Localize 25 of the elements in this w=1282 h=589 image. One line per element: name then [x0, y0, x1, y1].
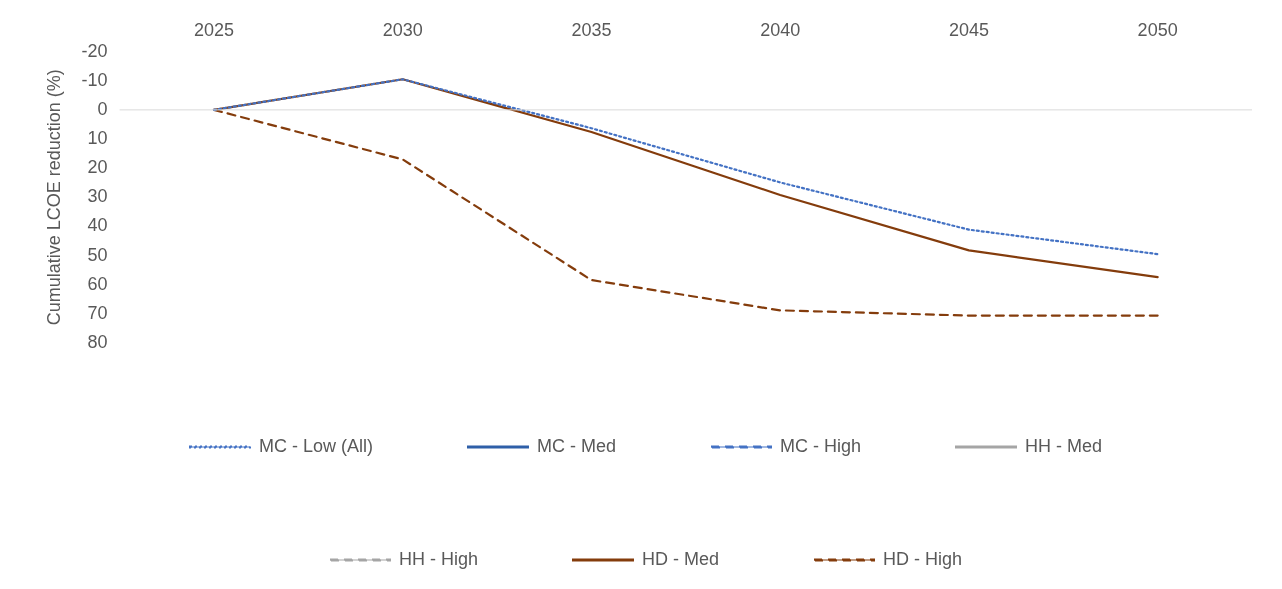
- y-tick-label: 70: [87, 302, 108, 323]
- y-tick-label: 50: [87, 244, 108, 265]
- y-tick-label: 80: [87, 331, 108, 352]
- legend-label: HH - High: [398, 548, 478, 569]
- legend-label: HH - Med: [1025, 435, 1103, 456]
- y-tick-label: -10: [81, 69, 108, 90]
- y-tick-label: 10: [87, 127, 108, 148]
- legend-label: HD - High: [883, 548, 963, 569]
- legend-label: HD - Med: [642, 548, 720, 569]
- y-axis-title: Cumulative LCOE reduction (%): [43, 69, 64, 326]
- legend-label: MC - Low (All): [258, 435, 373, 456]
- x-tick-label: 2050: [1137, 19, 1178, 40]
- legend-label: MC - High: [779, 435, 862, 456]
- y-tick-label: -20: [81, 40, 108, 61]
- y-tick-label: 20: [87, 157, 108, 178]
- y-tick-label: 30: [87, 186, 108, 207]
- y-tick-label: 60: [87, 273, 108, 294]
- x-tick-label: 2025: [193, 19, 234, 40]
- x-tick-label: 2040: [760, 19, 801, 40]
- x-tick-label: 2030: [382, 19, 423, 40]
- x-tick-label: 2035: [571, 19, 612, 40]
- x-tick-label: 2045: [948, 19, 989, 40]
- legend-label: MC - Med: [536, 435, 617, 456]
- y-tick-label: 0: [97, 98, 108, 119]
- y-tick-label: 40: [87, 215, 108, 236]
